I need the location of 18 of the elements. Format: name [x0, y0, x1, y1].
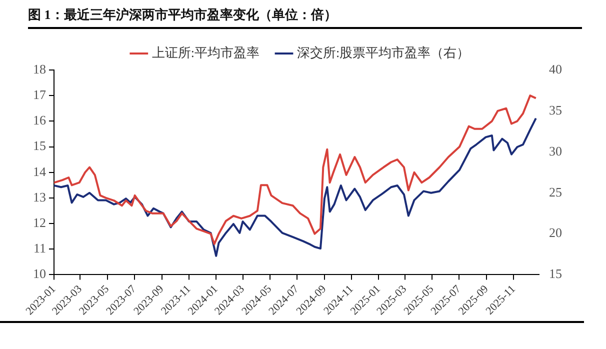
y-tick-label: 10 [33, 266, 46, 282]
y-tick-label: 11 [33, 240, 46, 256]
y-tick-label: 12 [33, 214, 46, 230]
y-tick-label: 16 [33, 112, 46, 128]
legend-label: 深交所:股票平均市盈率（右） [297, 44, 470, 60]
y2-tick-label: 15 [549, 266, 562, 282]
y2-tick-label: 35 [549, 102, 562, 118]
legend-label: 上证所:平均市盈率 [152, 44, 260, 60]
y-tick-label: 13 [33, 189, 46, 204]
y2-tick-label: 20 [549, 225, 562, 240]
y2-tick-label: 40 [549, 61, 562, 76]
y2-tick-label: 25 [549, 184, 562, 200]
y-tick-label: 14 [33, 164, 46, 179]
y-tick-label: 18 [33, 61, 46, 76]
chart-title: 图 1：最近三年沪深两市平均市盈率变化（单位：倍） [28, 6, 582, 29]
y-tick-label: 17 [33, 87, 46, 102]
y-tick-label: 15 [33, 138, 46, 154]
y2-tick-label: 30 [549, 143, 562, 158]
